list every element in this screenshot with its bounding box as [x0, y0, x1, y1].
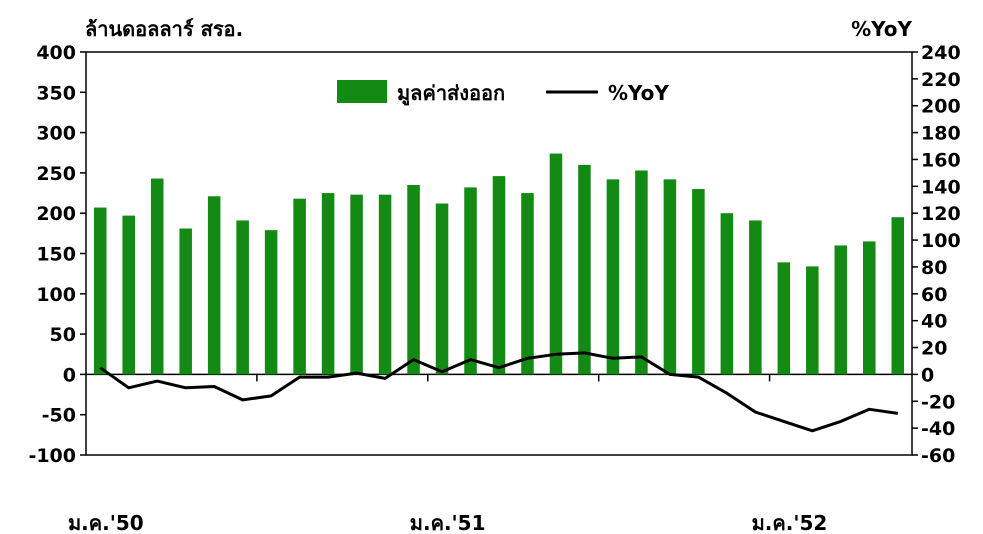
bar [721, 213, 734, 374]
right-tick-label: 220 [921, 69, 961, 91]
right-axis-unit: %YoY [851, 17, 912, 41]
bar [179, 229, 192, 375]
x-label: ม.ค.'50 [68, 511, 144, 534]
right-tick-label: 120 [921, 203, 961, 225]
bar [635, 170, 648, 374]
right-tick-label: 40 [921, 311, 947, 333]
bar [778, 262, 791, 374]
legend-bar-swatch [337, 80, 387, 103]
left-tick-label: 50 [50, 324, 76, 346]
bar [578, 165, 591, 375]
left-tick-label: 250 [36, 163, 76, 185]
bar [607, 179, 620, 374]
bar [436, 204, 449, 375]
bar [151, 179, 164, 375]
right-tick-label: 60 [921, 284, 947, 306]
right-tick-label: -60 [921, 445, 955, 467]
left-tick-label: 350 [36, 82, 76, 104]
bar [806, 266, 819, 374]
left-tick-label: 100 [36, 284, 76, 306]
bar [464, 187, 477, 374]
left-tick-label: 400 [36, 42, 76, 64]
right-tick-label: 100 [921, 230, 961, 252]
bar [692, 189, 705, 374]
bar [521, 193, 534, 374]
left-tick-label: 150 [36, 244, 76, 266]
right-tick-label: 20 [921, 338, 947, 360]
bar [322, 193, 335, 374]
right-tick-label: 0 [921, 364, 934, 386]
x-label: ม.ค.'51 [410, 511, 486, 534]
right-tick-label: 140 [921, 176, 961, 198]
legend-line-label: %YoY [608, 81, 669, 105]
left-tick-label: 0 [63, 364, 76, 386]
right-tick-label: 180 [921, 123, 961, 145]
bar [208, 196, 221, 374]
bar [379, 195, 392, 375]
bar [550, 154, 563, 375]
right-tick-label: 200 [921, 96, 961, 118]
bar [293, 199, 306, 375]
bars-layer [94, 154, 904, 375]
bar [664, 179, 677, 374]
left-tick-label: 300 [36, 123, 76, 145]
left-tick-label: -50 [42, 405, 76, 427]
bar [94, 208, 107, 375]
right-tick-label: 80 [921, 257, 947, 279]
legend: มูลค่าส่งออก %YoY [337, 80, 669, 107]
bar [407, 185, 420, 374]
bar [350, 195, 363, 375]
right-tick-label: 240 [921, 42, 961, 64]
legend-bar-label: มูลค่าส่งออก [397, 81, 505, 107]
bar [749, 220, 762, 374]
right-tick-label: 160 [921, 149, 961, 171]
bar [493, 176, 506, 374]
bar [835, 245, 848, 374]
bar [236, 220, 249, 374]
left-tick-label: -100 [28, 445, 76, 467]
x-labels-layer: ม.ค.'50 ม.ค.'51 ม.ค.'52 [68, 511, 827, 534]
bar [863, 241, 876, 374]
left-tick-label: 200 [36, 203, 76, 225]
left-axis-unit: ล้านดอลลาร์ สรอ. [85, 17, 243, 41]
x-label: ม.ค.'52 [752, 511, 828, 534]
right-tick-label: -40 [921, 418, 955, 440]
bar [122, 216, 135, 375]
bar [265, 230, 278, 374]
bar [891, 217, 904, 374]
right-tick-label: -20 [921, 391, 955, 413]
